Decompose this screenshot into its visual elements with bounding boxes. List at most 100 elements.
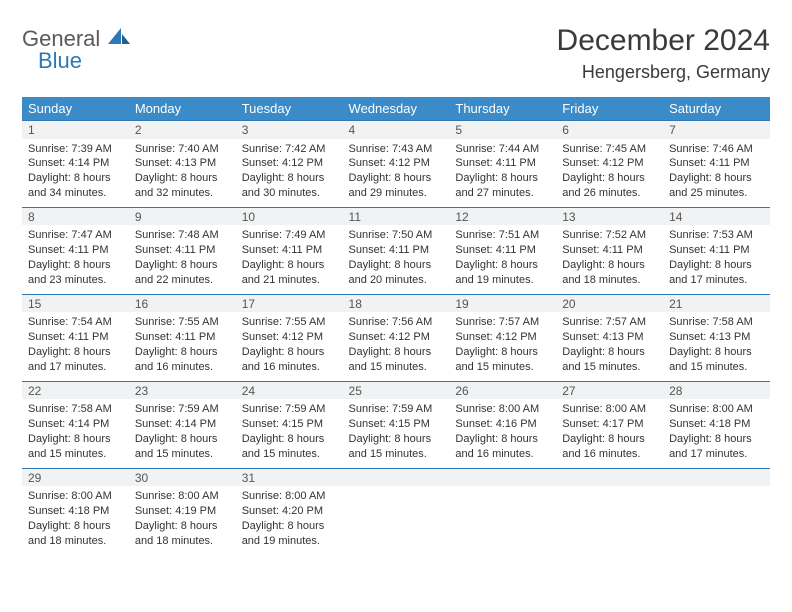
day-body-cell: Sunrise: 8:00 AMSunset: 4:18 PMDaylight:… [22,486,129,554]
sunrise-line: Sunrise: 7:48 AM [135,228,230,243]
sunrise-line: Sunrise: 7:59 AM [135,402,230,417]
daylight-line: Daylight: 8 hours and 25 minutes. [669,171,764,201]
day-body-cell: Sunrise: 7:49 AMSunset: 4:11 PMDaylight:… [236,225,343,294]
sunset-line: Sunset: 4:12 PM [242,330,337,345]
day-number-cell: 7 [663,121,770,139]
sunrise-line: Sunrise: 7:59 AM [349,402,444,417]
day-number-cell: 3 [236,121,343,139]
sunset-line: Sunset: 4:14 PM [135,417,230,432]
day-number-cell: 14 [663,207,770,225]
sunset-line: Sunset: 4:11 PM [28,330,123,345]
daylight-line: Daylight: 8 hours and 17 minutes. [669,432,764,462]
logo: General Blue [22,28,130,72]
daylight-line: Daylight: 8 hours and 15 minutes. [455,345,550,375]
sunrise-line: Sunrise: 8:00 AM [455,402,550,417]
sunrise-line: Sunrise: 7:54 AM [28,315,123,330]
sunrise-line: Sunrise: 7:57 AM [562,315,657,330]
sunset-line: Sunset: 4:11 PM [455,243,550,258]
daylight-line: Daylight: 8 hours and 18 minutes. [135,519,230,549]
sunset-line: Sunset: 4:13 PM [669,330,764,345]
day-number-cell [556,468,663,486]
sunset-line: Sunset: 4:12 PM [349,330,444,345]
daynum-row: 15161718192021 [22,294,770,312]
day-number-cell: 9 [129,207,236,225]
daybody-row: Sunrise: 7:39 AMSunset: 4:14 PMDaylight:… [22,139,770,208]
day-number-cell: 13 [556,207,663,225]
sunset-line: Sunset: 4:13 PM [562,330,657,345]
sunrise-line: Sunrise: 7:59 AM [242,402,337,417]
sunrise-line: Sunrise: 8:00 AM [669,402,764,417]
day-body-cell: Sunrise: 8:00 AMSunset: 4:16 PMDaylight:… [449,399,556,468]
day-number-cell: 31 [236,468,343,486]
day-body-cell: Sunrise: 7:59 AMSunset: 4:15 PMDaylight:… [236,399,343,468]
sunrise-line: Sunrise: 7:57 AM [455,315,550,330]
calendar-table: Sunday Monday Tuesday Wednesday Thursday… [22,97,770,554]
daylight-line: Daylight: 8 hours and 27 minutes. [455,171,550,201]
day-body-cell: Sunrise: 7:39 AMSunset: 4:14 PMDaylight:… [22,139,129,208]
sunrise-line: Sunrise: 7:44 AM [455,142,550,157]
calendar-header-row: Sunday Monday Tuesday Wednesday Thursday… [22,97,770,121]
day-body-cell [663,486,770,554]
sunrise-line: Sunrise: 7:51 AM [455,228,550,243]
day-number-cell: 25 [343,381,450,399]
sunset-line: Sunset: 4:16 PM [455,417,550,432]
title-block: December 2024 Hengersberg, Germany [557,24,770,83]
day-number-cell: 28 [663,381,770,399]
sunrise-line: Sunrise: 7:55 AM [242,315,337,330]
sunrise-line: Sunrise: 7:43 AM [349,142,444,157]
day-number-cell [343,468,450,486]
daylight-line: Daylight: 8 hours and 15 minutes. [349,432,444,462]
day-number-cell: 18 [343,294,450,312]
day-body-cell: Sunrise: 7:59 AMSunset: 4:15 PMDaylight:… [343,399,450,468]
sunset-line: Sunset: 4:17 PM [562,417,657,432]
sunrise-line: Sunrise: 7:45 AM [562,142,657,157]
daybody-row: Sunrise: 7:47 AMSunset: 4:11 PMDaylight:… [22,225,770,294]
dayhead-fri: Friday [556,97,663,121]
daynum-row: 891011121314 [22,207,770,225]
sunrise-line: Sunrise: 7:56 AM [349,315,444,330]
day-number-cell: 12 [449,207,556,225]
daylight-line: Daylight: 8 hours and 22 minutes. [135,258,230,288]
day-body-cell [556,486,663,554]
day-body-cell [449,486,556,554]
daybody-row: Sunrise: 7:58 AMSunset: 4:14 PMDaylight:… [22,399,770,468]
day-body-cell: Sunrise: 7:51 AMSunset: 4:11 PMDaylight:… [449,225,556,294]
day-body-cell: Sunrise: 7:53 AMSunset: 4:11 PMDaylight:… [663,225,770,294]
day-body-cell: Sunrise: 7:40 AMSunset: 4:13 PMDaylight:… [129,139,236,208]
day-body-cell: Sunrise: 7:54 AMSunset: 4:11 PMDaylight:… [22,312,129,381]
sunset-line: Sunset: 4:13 PM [135,156,230,171]
sunrise-line: Sunrise: 7:58 AM [28,402,123,417]
day-number-cell: 20 [556,294,663,312]
day-number-cell: 26 [449,381,556,399]
daylight-line: Daylight: 8 hours and 16 minutes. [562,432,657,462]
day-number-cell: 8 [22,207,129,225]
dayhead-thu: Thursday [449,97,556,121]
daylight-line: Daylight: 8 hours and 15 minutes. [135,432,230,462]
sunrise-line: Sunrise: 7:58 AM [669,315,764,330]
sunrise-line: Sunrise: 8:00 AM [242,489,337,504]
day-body-cell: Sunrise: 8:00 AMSunset: 4:19 PMDaylight:… [129,486,236,554]
day-number-cell: 16 [129,294,236,312]
dayhead-sat: Saturday [663,97,770,121]
sunrise-line: Sunrise: 7:49 AM [242,228,337,243]
sunset-line: Sunset: 4:12 PM [455,330,550,345]
month-title: December 2024 [557,24,770,58]
day-number-cell: 1 [22,121,129,139]
daynum-row: 1234567 [22,121,770,139]
day-body-cell: Sunrise: 7:58 AMSunset: 4:14 PMDaylight:… [22,399,129,468]
day-body-cell: Sunrise: 7:55 AMSunset: 4:11 PMDaylight:… [129,312,236,381]
sunrise-line: Sunrise: 7:50 AM [349,228,444,243]
daynum-row: 293031 [22,468,770,486]
day-number-cell: 11 [343,207,450,225]
day-body-cell: Sunrise: 7:55 AMSunset: 4:12 PMDaylight:… [236,312,343,381]
daylight-line: Daylight: 8 hours and 15 minutes. [349,345,444,375]
day-body-cell: Sunrise: 7:45 AMSunset: 4:12 PMDaylight:… [556,139,663,208]
sunrise-line: Sunrise: 7:39 AM [28,142,123,157]
day-number-cell: 2 [129,121,236,139]
daylight-line: Daylight: 8 hours and 26 minutes. [562,171,657,201]
day-number-cell: 30 [129,468,236,486]
sunset-line: Sunset: 4:15 PM [349,417,444,432]
sunrise-line: Sunrise: 7:55 AM [135,315,230,330]
sunrise-line: Sunrise: 7:46 AM [669,142,764,157]
daylight-line: Daylight: 8 hours and 16 minutes. [242,345,337,375]
